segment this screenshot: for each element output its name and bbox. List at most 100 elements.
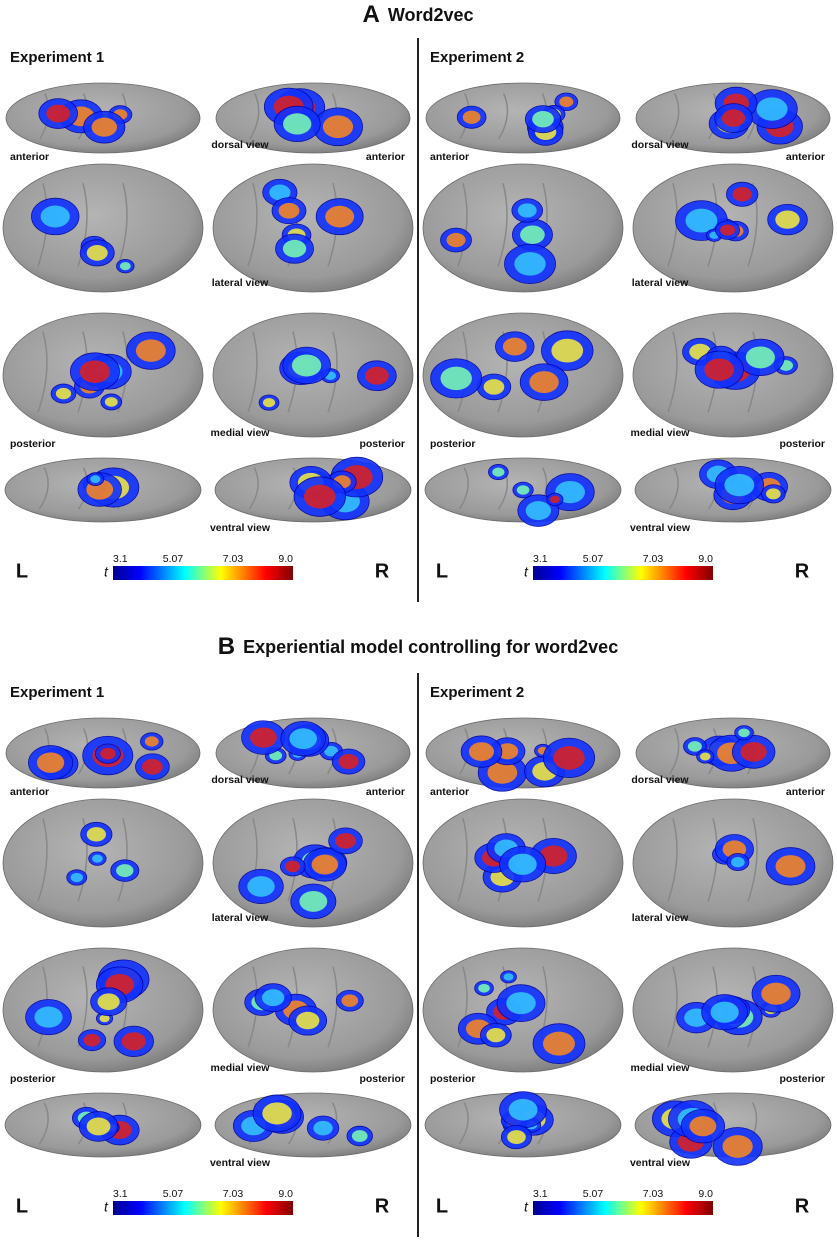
activation [549,495,560,504]
activation [299,890,328,912]
colorbar-tick: 7.03 [223,1188,244,1200]
colorbar-tick: 5.07 [583,1188,604,1200]
activation [119,262,131,271]
activation [100,747,116,760]
panel-letter: A [362,1,379,28]
activation [720,224,735,236]
activation [745,346,775,369]
activation [517,203,537,218]
activation [710,1001,739,1023]
sulcus [248,467,259,510]
activation [135,339,166,362]
sulcus [669,93,680,140]
activation [144,736,159,747]
activation [440,366,472,391]
view-label: lateral view [212,277,269,289]
activation [262,398,276,408]
sulcus [38,1102,49,1145]
hemisphere-label: R [795,560,810,582]
activation [92,854,103,863]
activation [99,1014,110,1023]
activation [121,1032,146,1051]
activation [525,501,551,521]
view-label: medial view [211,427,271,439]
colorbar-tick: 7.03 [643,553,664,565]
activation [34,1006,63,1028]
view-label: anterior [786,786,825,798]
view-label: posterior [359,438,405,450]
activation [506,992,536,1015]
activation [553,746,585,770]
experiment: Experiment 2 anterior anterior dorsal view l… [422,684,834,1217]
colorbar-tick: 3.1 [533,1188,548,1200]
sulcus [247,331,258,413]
view-label: anterior [10,786,49,798]
colorbar-tick: 5.07 [163,553,184,565]
activation [529,371,559,394]
sulcus [38,467,49,510]
colorbar-tick: 9.0 [278,1188,293,1200]
panel-heading: Word2vec [388,5,474,25]
activation [278,202,300,219]
sulcus [249,93,260,140]
colorbar-tick: 9.0 [698,553,713,565]
activation [775,855,806,878]
view-label: lateral view [212,912,269,924]
view-label: dorsal view [631,774,689,786]
sulcus [37,818,48,902]
activation [756,97,788,121]
activation [303,484,336,509]
hemisphere-label: L [436,560,448,582]
hemisphere-label: L [16,1195,28,1217]
sulcus [498,93,509,140]
activation [55,387,72,400]
activation [699,752,711,761]
sulcus [457,183,468,267]
activation [551,338,584,363]
hemisphere-label: R [375,1195,390,1217]
activation [559,96,574,108]
activation [738,728,750,738]
sulcus [457,966,468,1048]
colorbar-tick: 3.1 [533,553,548,565]
activation [685,208,718,233]
activation [325,205,355,228]
sulcus [117,818,128,902]
activation [313,1120,333,1136]
activation [282,239,307,258]
brain-surface [212,163,414,293]
activation [261,989,285,1007]
activation [496,743,519,760]
activation [503,973,514,981]
activation [486,1027,506,1043]
colorbar-symbol: t [104,564,109,580]
colorbar [533,566,713,580]
activation [508,1098,538,1121]
colorbar-tick: 9.0 [278,553,293,565]
sulcus [667,818,678,902]
activation [731,856,745,868]
activation [740,742,767,762]
view-label: ventral view [630,522,691,534]
panel-title: A Word2vec [362,1,473,28]
colorbar-symbol: t [524,1199,529,1215]
view-label: anterior [430,786,469,798]
view-label: posterior [10,1073,56,1085]
view-label: lateral view [632,277,689,289]
brain-surface [425,82,621,154]
colorbar-tick: 5.07 [163,1188,184,1200]
activation [324,745,339,757]
colorbar-tick: 7.03 [223,553,244,565]
activation [262,1102,292,1125]
sulcus [667,966,678,1048]
activation [722,1135,753,1158]
sulcus [458,1102,469,1145]
activation [487,761,518,784]
activation [507,1130,526,1145]
activation [70,872,83,883]
activation [532,111,554,128]
colorbar-symbol: t [524,564,529,580]
activation [90,475,101,483]
colorbar [113,1201,293,1215]
